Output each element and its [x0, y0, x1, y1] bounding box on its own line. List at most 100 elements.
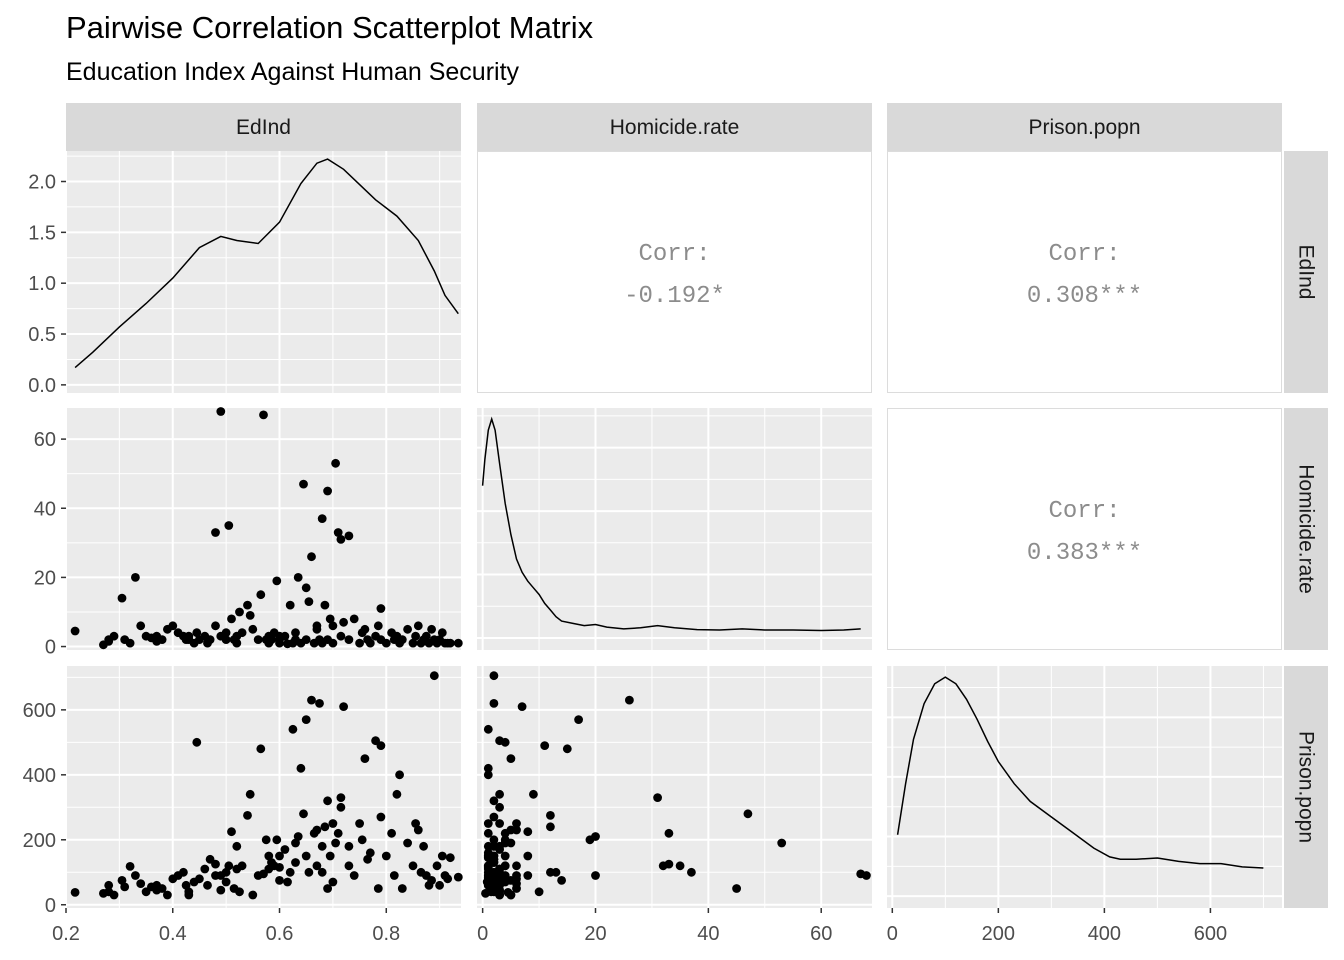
scatter-point [453, 872, 463, 882]
scatter-point [336, 793, 346, 802]
scatter-point [125, 638, 135, 648]
scatter-point [275, 863, 284, 872]
x-tick-label: 0 [477, 923, 488, 945]
scatter-point [163, 890, 172, 900]
scatter-point [355, 819, 364, 828]
scatter-point [732, 884, 741, 893]
scatter-point [512, 819, 521, 828]
panel-background [66, 408, 461, 650]
scatter-point [489, 835, 499, 845]
scatter-point [344, 635, 354, 644]
scatter-point [317, 867, 327, 877]
x-tick-label: 0.8 [372, 923, 400, 945]
corr-value: 0.308*** [1027, 283, 1142, 310]
scatter-point [301, 715, 311, 724]
scatter-point [221, 628, 231, 638]
scatter-point [109, 890, 119, 900]
y-tick-label: 0.5 [28, 324, 56, 346]
scatter-point [312, 825, 322, 835]
scatter-point [248, 624, 258, 634]
x-tick-label: 200 [982, 923, 1015, 945]
scatter-point [211, 621, 220, 631]
scatter-point [253, 635, 263, 644]
chart-title: Pairwise Correlation Scatterplot Matrix [66, 10, 594, 45]
scatter-point [376, 741, 386, 750]
scatter-point [328, 638, 338, 648]
scatter-point [392, 789, 402, 799]
scatter-point [211, 871, 220, 880]
corr-panel-background [477, 151, 872, 393]
corr-value: -0.192* [624, 283, 725, 310]
scatter-point [512, 861, 521, 871]
scatter-point [512, 825, 521, 835]
row-strip-Prison.popn [1284, 666, 1328, 908]
scatter-point [179, 867, 188, 877]
scatter-point [235, 607, 244, 617]
scatter-point [360, 754, 370, 763]
scatter-point [275, 631, 284, 641]
scatter-point [344, 531, 354, 541]
scatter-point [285, 867, 295, 877]
x-tick-label: 0 [887, 923, 898, 945]
row-strip-label: Prison.popn [1295, 731, 1318, 843]
scatter-point [483, 770, 493, 780]
row-strip-label: Homicide.rate [1295, 464, 1318, 594]
chart-subtitle: Education Index Against Human Security [66, 58, 520, 86]
density-curve-EdInd [74, 158, 459, 369]
scatter-point [157, 635, 167, 644]
scatter-point [291, 628, 300, 638]
panel-Prison.popn-Prison.popn [887, 666, 1282, 908]
column-strip-label: Prison.popn [1028, 116, 1140, 139]
scatter-point [512, 884, 521, 893]
scatter-point [344, 841, 354, 851]
panel-EdInd-EdInd [65, 151, 461, 393]
scatter-point [243, 600, 252, 610]
scatter-point [443, 874, 453, 884]
scatter-point [320, 822, 330, 832]
scatter-point [328, 621, 338, 631]
scatter-point [376, 812, 386, 822]
panel-Homicide.rate-EdInd [65, 407, 463, 650]
scatter-point [296, 763, 306, 773]
scatter-point [397, 884, 407, 893]
scatter-point [104, 880, 114, 890]
column-strip-label: Homicide.rate [610, 116, 740, 139]
corr-label: Corr: [1048, 241, 1120, 268]
scatter-point [373, 621, 383, 631]
scatter-point [523, 871, 533, 880]
scatter-point [272, 835, 282, 845]
scatter-point [136, 879, 146, 888]
scatter-point [333, 828, 343, 838]
scatter-point [381, 638, 391, 648]
y-tick-label: 20 [34, 567, 56, 589]
scatter-point [495, 802, 504, 812]
x-tick-label: 0.6 [266, 923, 294, 945]
density-curve-Homicide.rate [481, 416, 861, 632]
scatter-point [591, 871, 600, 880]
scatter-point [307, 552, 316, 562]
scatter-point [264, 638, 274, 648]
scatter-point [546, 822, 555, 832]
scatter-point [483, 828, 493, 838]
scatter-point [517, 702, 527, 711]
corr-panel-background [887, 151, 1282, 393]
scatter-point [445, 853, 455, 863]
scatter-point [339, 702, 348, 711]
scatter-point [285, 600, 295, 610]
scatter-point [429, 671, 439, 681]
scatter-point [325, 614, 335, 624]
x-tick-label: 600 [1194, 923, 1227, 945]
scatter-point [534, 887, 544, 897]
scatter-point [325, 851, 335, 861]
scatter-point [495, 789, 504, 799]
scatter-point [483, 763, 493, 773]
scatter-point [301, 583, 311, 593]
corr-panel-EdInd-Prison.popn: Corr: 0.308*** [887, 151, 1282, 393]
scatter-point [275, 876, 284, 885]
scatter-point [70, 888, 80, 897]
scatter-point [625, 695, 634, 705]
scatter-point [411, 631, 420, 641]
y-tick-label: 0 [45, 895, 56, 917]
scatter-point [317, 841, 327, 851]
